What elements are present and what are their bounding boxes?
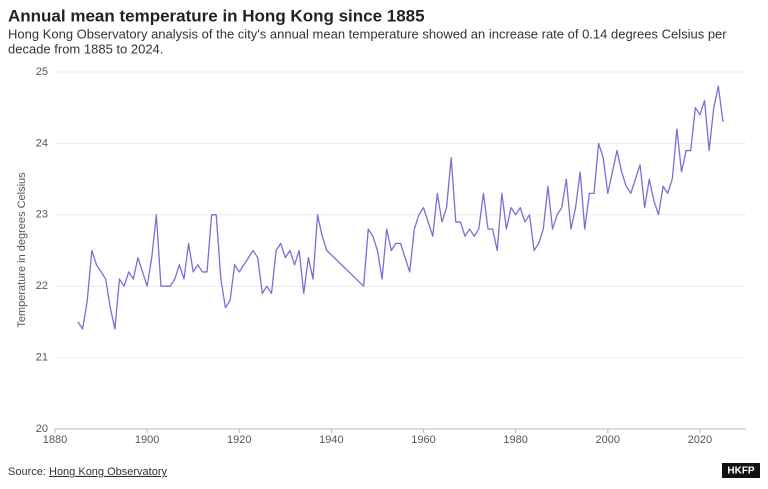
chart-title: Annual mean temperature in Hong Kong sin… [8,6,425,25]
chart-subtitle: decade from 1885 to 2024. [8,41,163,56]
y-axis-label: Temperature in degrees Celsius [16,172,28,328]
x-tick-label: 1940 [319,434,343,446]
x-tick-label: 1900 [135,434,159,446]
y-tick-label: 24 [36,137,48,149]
x-tick-label: 1980 [503,434,527,446]
logo-box [722,463,760,478]
x-tick-label: 1920 [227,434,251,446]
x-tick-label: 2020 [688,434,712,446]
x-tick-label: 1960 [411,434,435,446]
y-tick-label: 20 [36,423,48,435]
y-tick-label: 25 [36,66,48,78]
y-tick-label: 22 [36,280,48,292]
source-link[interactable]: Hong Kong Observatory [49,466,168,478]
data-line [77,85,724,330]
y-tick-label: 21 [36,352,48,364]
chart-subtitle: Hong Kong Observatory analysis of the ci… [8,26,727,41]
source-label: Source: [8,466,46,478]
logo: HKFP [727,466,755,477]
x-tick-label: 1880 [43,434,67,446]
x-tick-label: 2000 [596,434,620,446]
y-tick-label: 23 [36,209,48,221]
